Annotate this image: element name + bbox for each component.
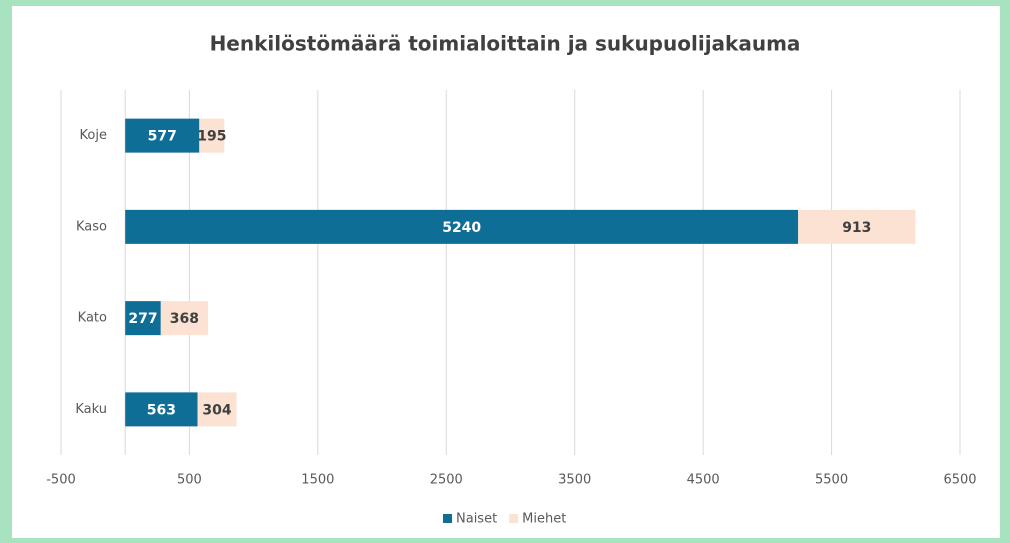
bar bbox=[125, 392, 198, 427]
data-label: 577 bbox=[148, 129, 177, 145]
x-tick-label: 6500 bbox=[943, 473, 976, 488]
y-tick-label: Kato bbox=[78, 311, 107, 326]
legend-swatch bbox=[443, 514, 452, 523]
x-tick-label: 2500 bbox=[430, 473, 463, 488]
legend-label: Naiset bbox=[456, 512, 497, 527]
bar bbox=[798, 209, 916, 244]
bar bbox=[125, 209, 799, 244]
x-tick-label: 5500 bbox=[815, 473, 848, 488]
data-label: 195 bbox=[197, 129, 226, 145]
x-tick-label: -500 bbox=[46, 473, 76, 488]
data-label: 913 bbox=[842, 220, 871, 236]
bar bbox=[125, 118, 200, 153]
bar bbox=[199, 118, 225, 153]
x-tick-label: 1500 bbox=[301, 473, 334, 488]
y-tick-label: Koje bbox=[80, 128, 107, 143]
x-tick-label: 500 bbox=[177, 473, 202, 488]
x-tick-label: 3500 bbox=[558, 473, 591, 488]
data-label: 304 bbox=[202, 402, 231, 418]
chart-title: Henkilöstömäärä toimialoittain ja sukupu… bbox=[210, 32, 801, 56]
data-label: 277 bbox=[128, 311, 157, 327]
x-tick-label: 4500 bbox=[687, 473, 720, 488]
y-tick-label: Kaku bbox=[75, 402, 107, 417]
bar bbox=[125, 301, 161, 336]
y-tick-label: Kaso bbox=[76, 219, 107, 234]
data-label: 5240 bbox=[442, 220, 481, 236]
data-label: 563 bbox=[147, 402, 176, 418]
data-label: 368 bbox=[170, 311, 199, 327]
legend-label: Miehet bbox=[522, 512, 566, 527]
bar bbox=[160, 301, 209, 336]
legend-swatch bbox=[509, 514, 519, 523]
chart-background bbox=[12, 6, 1000, 538]
bar bbox=[197, 392, 237, 427]
